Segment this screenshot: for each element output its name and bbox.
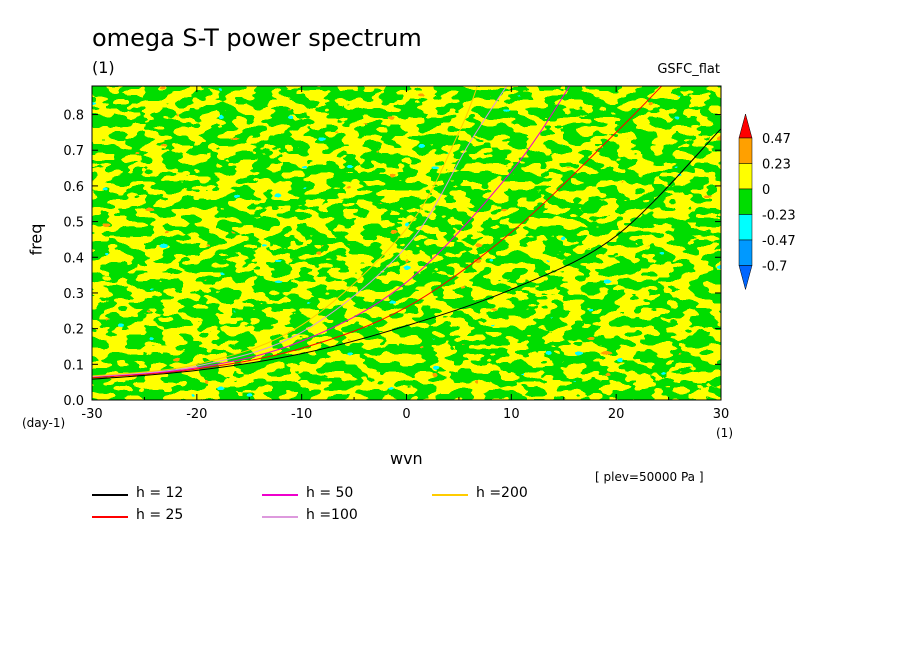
y-tick-label: 0.3 — [63, 287, 84, 302]
dispersion-curve-25 — [92, 86, 663, 379]
colorbar-label: 0.23 — [762, 158, 791, 173]
x-tick-label: 20 — [608, 407, 625, 422]
colorbar-segment — [738, 214, 753, 241]
colorbar-label: -0.23 — [762, 209, 796, 224]
colorbar-label: -0.7 — [762, 260, 787, 275]
y-tick-label: 0.0 — [63, 394, 84, 409]
field-unit-label: (1) — [92, 58, 115, 77]
legend-swatch — [432, 494, 468, 496]
colorbar-segment — [738, 239, 753, 266]
x-axis: -30 -20 -10 0 10 20 30 — [81, 86, 729, 422]
x-tick-label: 0 — [402, 407, 410, 422]
y-tick-label: 0.5 — [63, 216, 84, 231]
colorbar-segment — [738, 163, 753, 190]
y-tick-label: 0.6 — [63, 180, 84, 195]
legend-label: h =100 — [306, 507, 358, 523]
x-tick-label: -20 — [186, 407, 207, 422]
legend-label: h =200 — [476, 485, 528, 501]
dispersion-curves — [92, 86, 721, 380]
y-tick-label: 0.8 — [63, 109, 84, 124]
colorbar-top-arrow — [738, 113, 753, 139]
dispersion-curve-100 — [92, 86, 508, 377]
x-unit-label: (1) — [716, 426, 733, 440]
power-field — [92, 86, 721, 400]
x-tick-label: -30 — [81, 407, 102, 422]
legend-swatch — [262, 516, 298, 518]
x-axis-title: wvn — [390, 449, 423, 468]
legend-swatch — [92, 494, 128, 496]
y-unit-label: (day-1) — [22, 416, 66, 430]
dispersion-curve-50 — [92, 86, 571, 378]
colorbar-label: 0 — [762, 183, 770, 198]
y-tick-label: 0.4 — [63, 251, 84, 266]
run-name-label: GSFC_flat — [657, 62, 720, 77]
legend-swatch — [92, 516, 128, 518]
pressure-level-note: [ plev=50000 Pa ] — [595, 470, 704, 484]
y-tick-label: 0.1 — [63, 358, 84, 373]
colorbar-segment — [738, 188, 753, 215]
colorbar-label: -0.47 — [762, 234, 796, 249]
y-tick-label: 0.7 — [63, 144, 84, 159]
x-tick-label: 30 — [713, 407, 730, 422]
legend-label: h = 12 — [136, 485, 184, 501]
y-axis-title: freq — [26, 223, 46, 256]
x-tick-label: 10 — [503, 407, 520, 422]
legend-label: h = 25 — [136, 507, 184, 523]
y-axis: 0.0 0.1 0.2 0.3 0.4 0.5 0.6 0.7 0.8 — [63, 109, 721, 409]
colorbar-segment — [738, 137, 753, 164]
colorbar-label: 0.47 — [762, 132, 791, 147]
field-low-blobs — [92, 86, 721, 400]
colorbar-bottom-arrow — [738, 265, 753, 291]
legend-swatch — [262, 494, 298, 496]
chart-title: omega S-T power spectrum — [92, 24, 422, 52]
dispersion-curve-200 — [92, 86, 478, 377]
colorbar: 0.47 0.23 0 -0.23 -0.47 -0.7 — [738, 113, 796, 291]
dispersion-curve-12 — [92, 128, 721, 380]
y-tick-label: 0.2 — [63, 323, 84, 338]
legend-label: h = 50 — [306, 485, 354, 501]
x-tick-label: -10 — [291, 407, 312, 422]
